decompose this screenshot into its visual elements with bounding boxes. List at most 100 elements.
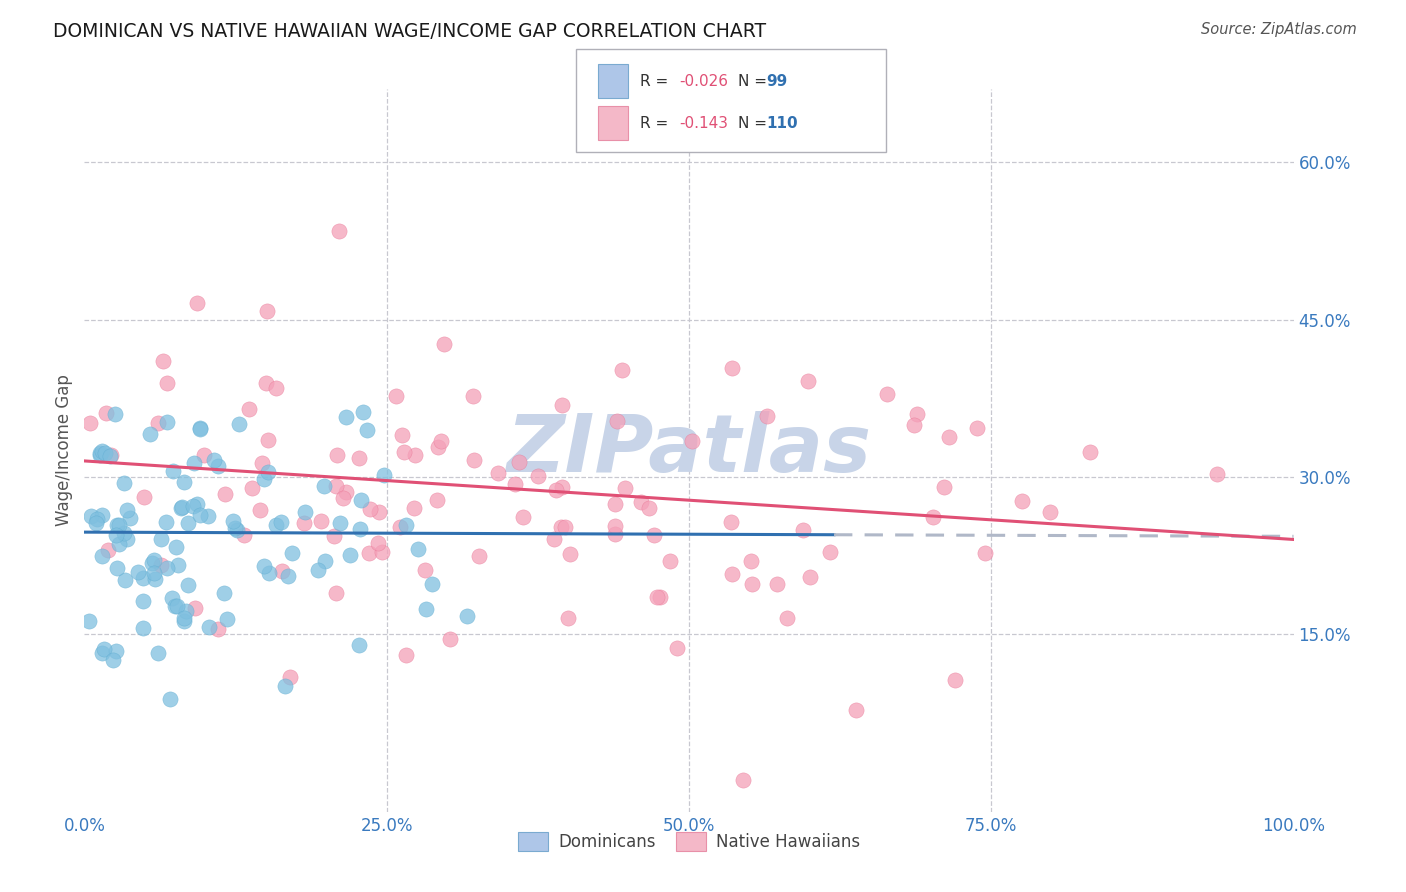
Point — [281, 546, 304, 560]
Point — [394, 445, 416, 459]
Point — [173, 611, 195, 625]
Point — [146, 416, 169, 430]
Point — [426, 493, 449, 508]
Point — [240, 481, 263, 495]
Text: 110: 110 — [766, 116, 797, 130]
Point — [468, 549, 491, 563]
Point — [395, 648, 418, 662]
Point — [508, 455, 530, 469]
Point — [162, 464, 184, 478]
Point — [359, 501, 381, 516]
Point — [104, 407, 127, 421]
Text: R =: R = — [640, 74, 673, 88]
Point — [278, 669, 301, 683]
Point — [212, 585, 235, 599]
Point — [155, 376, 177, 391]
Point — [160, 591, 183, 606]
Point — [328, 224, 350, 238]
Point — [603, 519, 626, 533]
Point — [186, 497, 208, 511]
Point — [314, 554, 336, 568]
Point — [105, 528, 128, 542]
Point — [94, 406, 117, 420]
Point — [105, 644, 128, 658]
Point — [776, 611, 799, 625]
Point — [173, 475, 195, 489]
Point — [681, 434, 703, 448]
Point — [174, 603, 197, 617]
Point — [257, 566, 280, 580]
Point — [974, 546, 997, 560]
Text: R =: R = — [640, 116, 673, 130]
Y-axis label: Wage/Income Gap: Wage/Income Gap — [55, 375, 73, 526]
Point — [249, 503, 271, 517]
Point — [433, 337, 456, 351]
Point — [721, 360, 744, 375]
Point — [105, 561, 128, 575]
Point — [643, 528, 665, 542]
Point — [257, 465, 280, 479]
Point — [756, 409, 779, 424]
Point — [792, 523, 814, 537]
Point — [903, 417, 925, 432]
Point — [645, 590, 668, 604]
Point — [132, 621, 155, 635]
Point — [799, 570, 821, 584]
Point — [112, 475, 135, 490]
Point — [329, 516, 352, 531]
Point — [404, 448, 426, 462]
Point — [193, 448, 215, 462]
Point — [89, 448, 111, 462]
Text: 99: 99 — [766, 74, 787, 88]
Point — [139, 426, 162, 441]
Point — [117, 532, 139, 546]
Point — [292, 516, 315, 531]
Point — [605, 413, 627, 427]
Point — [79, 417, 101, 431]
Point — [156, 415, 179, 429]
Point — [349, 451, 371, 466]
Point — [551, 480, 574, 494]
Point — [603, 498, 626, 512]
Point — [90, 508, 112, 522]
Point — [264, 518, 287, 533]
Point — [603, 527, 626, 541]
Text: -0.026: -0.026 — [679, 74, 728, 88]
Point — [560, 547, 582, 561]
Point — [554, 520, 576, 534]
Point — [224, 521, 246, 535]
Legend: Dominicans, Native Hawaiians: Dominicans, Native Hawaiians — [512, 825, 866, 857]
Point — [146, 646, 169, 660]
Point — [876, 387, 898, 401]
Point — [114, 573, 136, 587]
Point — [439, 632, 461, 646]
Point — [486, 467, 509, 481]
Point — [132, 490, 155, 504]
Point — [207, 622, 229, 636]
Point — [98, 450, 121, 464]
Point — [143, 572, 166, 586]
Point — [108, 537, 131, 551]
Point — [112, 525, 135, 540]
Point — [614, 481, 637, 495]
Text: DOMINICAN VS NATIVE HAWAIIAN WAGE/INCOME GAP CORRELATION CHART: DOMINICAN VS NATIVE HAWAIIAN WAGE/INCOME… — [53, 22, 766, 41]
Point — [198, 619, 221, 633]
Point — [820, 545, 842, 559]
Point — [274, 679, 297, 693]
Point — [127, 566, 149, 580]
Point — [97, 542, 120, 557]
Point — [845, 703, 868, 717]
Point — [132, 594, 155, 608]
Point — [197, 508, 219, 523]
Point — [1039, 505, 1062, 519]
Point — [77, 614, 100, 628]
Point — [332, 491, 354, 505]
Point — [90, 549, 112, 563]
Point — [177, 578, 200, 592]
Point — [232, 528, 254, 542]
Point — [427, 440, 450, 454]
Point — [932, 480, 955, 494]
Point — [543, 533, 565, 547]
Point — [115, 503, 138, 517]
Point — [143, 566, 166, 581]
